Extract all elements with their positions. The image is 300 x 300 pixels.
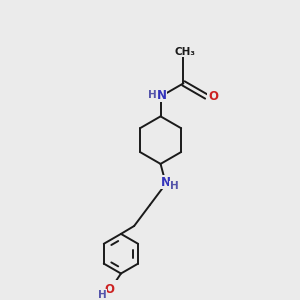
Text: O: O [208,90,218,103]
Text: O: O [104,283,114,296]
Text: N: N [161,176,171,189]
Text: H: H [148,90,157,100]
Text: H: H [170,182,179,191]
Text: N: N [157,89,167,102]
Text: H: H [98,290,107,300]
Text: CH₃: CH₃ [174,46,195,57]
